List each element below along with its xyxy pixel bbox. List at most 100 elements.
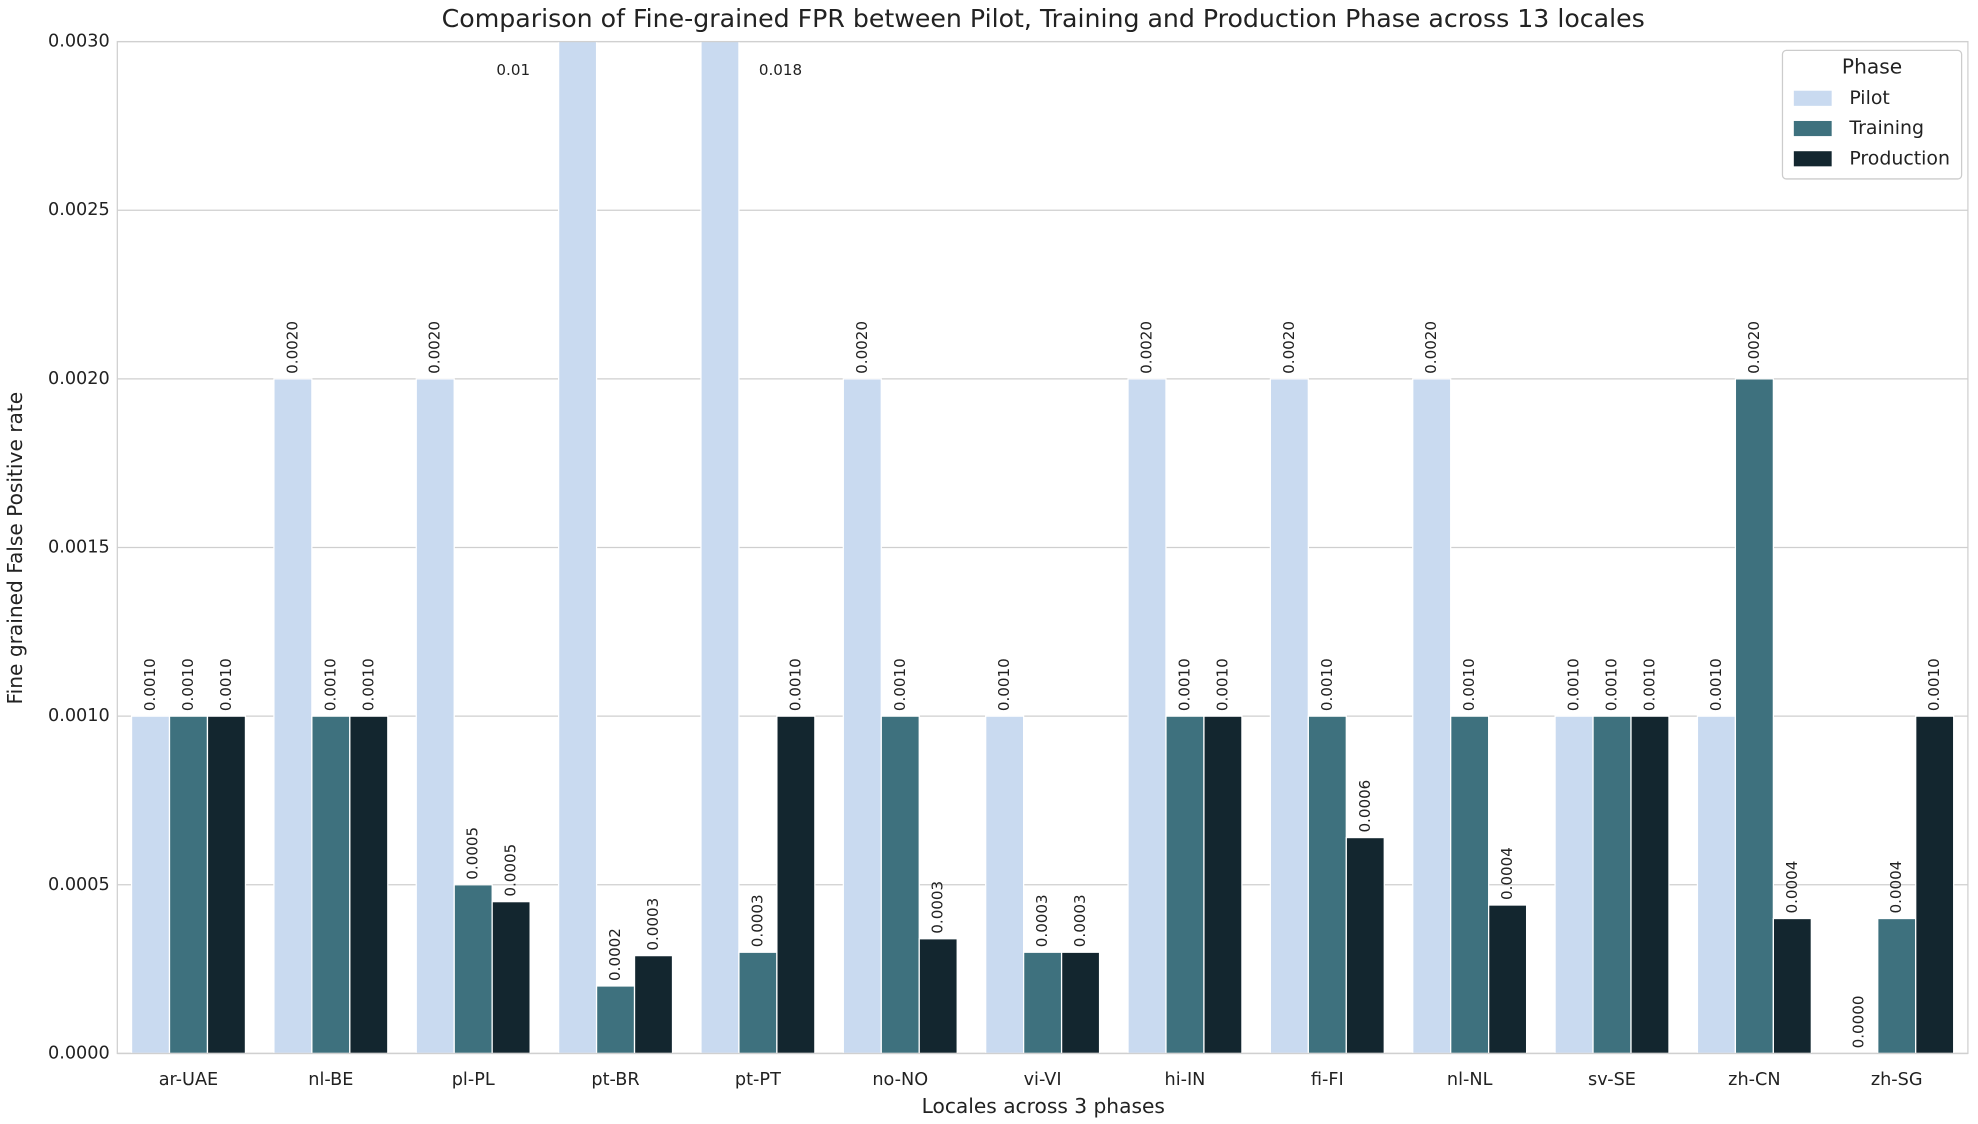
value-label: 0.0010	[1707, 658, 1725, 711]
y-tick-label: 0.0020	[48, 369, 110, 389]
value-label: 0.0020	[1745, 321, 1763, 374]
value-label: 0.0010	[1460, 658, 1478, 711]
legend-title: Phase	[1842, 55, 1902, 79]
value-label: 0.0020	[853, 321, 871, 374]
bar	[491, 901, 531, 1054]
value-label: 0.0004	[1783, 861, 1801, 914]
value-label: 0.0005	[464, 827, 482, 880]
bar	[453, 884, 493, 1054]
bar	[1450, 715, 1490, 1054]
x-tick-label: ar-UAE	[159, 1070, 218, 1090]
bar	[415, 378, 455, 1054]
bar	[633, 954, 674, 1054]
y-tick-label: 0.0005	[48, 875, 110, 895]
x-tick-label: pt-PT	[735, 1070, 781, 1090]
value-label: 0.0010	[321, 658, 339, 711]
value-label: 0.0002	[606, 928, 624, 981]
value-label: 0.0006	[1356, 780, 1374, 833]
bar	[1269, 378, 1309, 1054]
bar	[918, 938, 958, 1054]
legend-label: Training	[1848, 117, 1924, 139]
value-label: 0.0010	[1318, 658, 1336, 711]
chart-title: Comparison of Fine-grained FPR between P…	[442, 4, 1645, 33]
y-tick-label: 0.0030	[48, 32, 110, 52]
value-label: 0.0010	[359, 658, 377, 711]
x-tick-label: zh-CN	[1728, 1070, 1780, 1090]
bar	[1412, 378, 1452, 1054]
value-label: 0.0010	[786, 658, 804, 711]
legend-label: Pilot	[1849, 87, 1890, 109]
value-label: 0.0003	[748, 894, 766, 947]
bar	[985, 715, 1025, 1054]
value-label: 0.0003	[929, 881, 947, 934]
bar	[776, 715, 816, 1054]
value-label: 0.0003	[1071, 894, 1089, 947]
plot-frame	[116, 40, 1969, 1055]
bar	[206, 715, 247, 1054]
x-tick-label: nl-NL	[1447, 1070, 1493, 1090]
value-label: 0.0020	[283, 321, 301, 374]
value-label: 0.0010	[995, 658, 1013, 711]
legend-label: Production	[1849, 147, 1950, 169]
legend-swatch	[1793, 151, 1832, 167]
bar	[1165, 715, 1205, 1054]
bar	[1345, 836, 1385, 1054]
bar	[842, 378, 882, 1054]
bar	[1203, 715, 1243, 1054]
value-label: 0.0010	[141, 658, 159, 711]
bar	[700, 41, 740, 1054]
bar	[1734, 378, 1774, 1054]
legend-swatch	[1793, 90, 1832, 106]
bar	[738, 951, 778, 1054]
value-label: 0.0010	[1175, 658, 1193, 711]
y-axis-label: Fine grained False Positive rate	[3, 392, 27, 705]
bar	[557, 41, 598, 1054]
x-tick-label: nl-BE	[308, 1070, 353, 1090]
bar	[1772, 917, 1812, 1054]
bar	[880, 715, 920, 1054]
x-tick-label: no-NO	[872, 1070, 928, 1090]
bar	[1023, 951, 1063, 1054]
value-label: 0.0003	[644, 898, 662, 951]
bar	[349, 715, 389, 1054]
y-tick-label: 0.0015	[48, 538, 110, 558]
labels: 0.0010 0.0010 0.0010 0.0020 0.0010 0.0010 0.00…	[141, 61, 1943, 1048]
value-label: 0.0005	[502, 844, 520, 897]
bar	[595, 985, 636, 1054]
bar	[1060, 951, 1101, 1054]
bar	[273, 378, 313, 1054]
x-tick-label: zh-SG	[1871, 1070, 1923, 1090]
value-label: 0.0010	[1640, 658, 1658, 711]
value-label: 0.0020	[1280, 321, 1298, 374]
bar	[130, 715, 171, 1054]
value-label: 0.0004	[1498, 847, 1516, 900]
y-tick-label: 0.0025	[48, 200, 110, 220]
bar	[311, 715, 351, 1054]
value-label: 0.0003	[1033, 894, 1051, 947]
value-label: 0.0010	[1925, 658, 1943, 711]
bar	[1554, 715, 1594, 1054]
bar	[1592, 715, 1632, 1054]
value-label: 0.0020	[1138, 321, 1156, 374]
value-label: 0.0010	[891, 658, 909, 711]
value-label: 0.0020	[1422, 321, 1440, 374]
bar	[1127, 378, 1167, 1054]
y-tick-label: 0.0000	[48, 1043, 110, 1063]
value-label: 0.0000	[1849, 996, 1867, 1049]
bar	[168, 715, 209, 1054]
bar	[1915, 715, 1955, 1054]
value-label: 0.0010	[1603, 658, 1621, 711]
value-label: 0.0010	[1213, 658, 1231, 711]
value-label: 0.01	[496, 61, 530, 79]
bar	[1877, 917, 1917, 1054]
legend-swatch	[1793, 120, 1832, 137]
bar	[1307, 715, 1347, 1054]
x-tick-label: vi-VI	[1024, 1070, 1062, 1090]
legend-box	[1781, 49, 1963, 180]
x-tick-label: pt-BR	[591, 1070, 639, 1090]
bar	[1488, 904, 1528, 1054]
bar	[1696, 715, 1737, 1054]
x-tick-label: fi-FI	[1311, 1070, 1344, 1090]
